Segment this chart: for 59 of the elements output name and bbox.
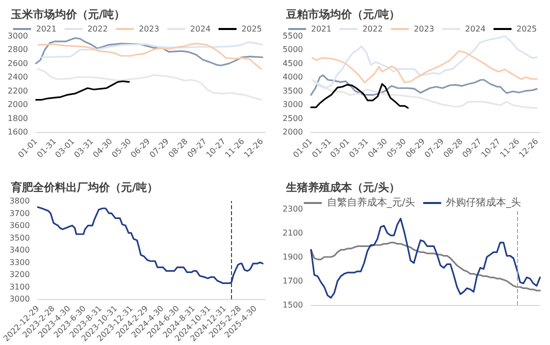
- line-series: [40, 41, 264, 58]
- y-tick-label: 3300: [9, 257, 30, 266]
- legend-label: 2024: [465, 24, 486, 34]
- legend-label: 2022: [87, 24, 108, 34]
- line-series: [35, 37, 264, 66]
- line-series: [311, 50, 538, 84]
- legend-label: 2023: [414, 24, 434, 34]
- chart-title: 育肥全价料出厂均价（元/吨）: [10, 180, 158, 194]
- y-tick-label: 3400: [9, 245, 30, 254]
- legend-label: 2023: [138, 24, 160, 34]
- y-tick-label: 3100: [9, 282, 30, 291]
- legend-label: 2021: [36, 24, 56, 34]
- y-tick-label: 2100: [282, 228, 303, 237]
- line-series: [37, 68, 262, 101]
- y-tick-label: 2200: [8, 86, 28, 96]
- y-tick-label: 1800: [8, 114, 28, 123]
- legend-label: 外购仔猪成本_头: [446, 196, 522, 208]
- line-series: [310, 83, 409, 109]
- y-tick-label: 3000: [282, 100, 303, 110]
- line-series: [311, 35, 538, 89]
- y-tick-label: 3500: [9, 232, 30, 242]
- line-series: [311, 79, 538, 109]
- line-series: [310, 217, 541, 298]
- chart-title: 玉米市场均价（元/吨）: [10, 8, 126, 21]
- y-tick-label: 2800: [8, 45, 28, 54]
- line-series: [37, 206, 264, 284]
- line-series: [38, 42, 262, 70]
- y-tick-label: 3700: [9, 208, 30, 218]
- legend-label: 2024: [190, 24, 211, 34]
- legend-label: 2021: [311, 24, 332, 34]
- y-tick-label: 1600: [8, 128, 28, 136]
- legend-label: 2025: [242, 24, 262, 34]
- y-tick-label: 4500: [282, 58, 303, 68]
- y-tick-label: 5500: [282, 32, 303, 40]
- legend-label: 2022: [362, 24, 383, 34]
- y-tick-label: 2500: [282, 114, 303, 123]
- y-tick-label: 4000: [282, 72, 303, 82]
- y-tick-label: 2000: [282, 128, 303, 136]
- chart-title: 生猪养殖成本（元/头）: [285, 180, 400, 194]
- line-series: [310, 74, 538, 96]
- y-tick-label: 3200: [9, 270, 30, 279]
- y-tick-label: 3600: [9, 220, 30, 230]
- y-tick-label: 2600: [8, 58, 28, 68]
- y-tick-label: 5000: [282, 45, 303, 54]
- y-tick-label: 3800: [9, 196, 30, 205]
- line-series: [310, 241, 541, 291]
- y-tick-label: 3000: [9, 294, 30, 304]
- y-tick-label: 3500: [282, 86, 303, 96]
- legend-label: 2025: [516, 24, 537, 34]
- legend-label: 自繁自养成本_元/头: [326, 196, 416, 208]
- y-tick-label: 1500: [282, 300, 303, 309]
- line-series: [35, 80, 130, 101]
- y-tick-label: 1700: [282, 276, 303, 285]
- y-tick-label: 2000: [8, 100, 28, 110]
- y-tick-label: 3000: [8, 32, 28, 40]
- y-tick-label: 2300: [282, 204, 303, 213]
- y-tick-label: 2400: [8, 72, 28, 82]
- y-tick-label: 1900: [282, 252, 303, 261]
- chart-title: 豆粕市场均价（元/吨）: [285, 8, 400, 21]
